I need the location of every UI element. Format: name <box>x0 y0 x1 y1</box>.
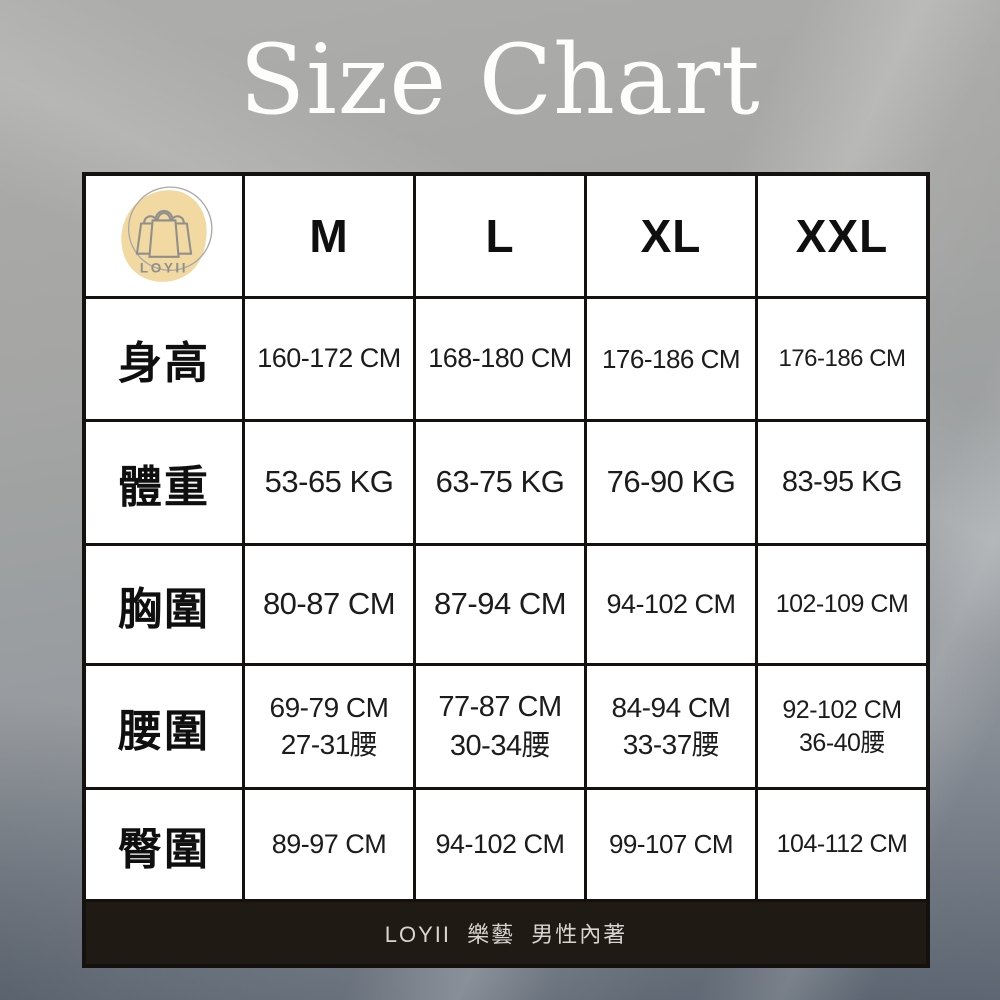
cell-waist-xxl: 92-102 CM 36-40腰 <box>758 666 926 787</box>
waist-cm-range: 69-79 CM <box>269 691 389 723</box>
cell-waist-l: 77-87 CM 30-34腰 <box>416 666 584 787</box>
cell-chest-m: 80-87 CM <box>245 546 413 663</box>
waist-cm-range: 84-94 CM <box>611 691 731 723</box>
waist-inch-range: 30-34腰 <box>449 729 551 762</box>
size-column-l: L <box>416 176 584 296</box>
size-column-xxl: XXL <box>758 176 926 296</box>
cell-height-l: 168-180 CM <box>416 299 584 419</box>
cell-weight-l: 63-75 KG <box>416 422 584 543</box>
cell-hip-xxl: 104-112 CM <box>758 790 926 899</box>
cell-height-m: 160-172 CM <box>245 299 413 419</box>
size-table: LOYII M L XL XXL 身高 160-172 CM 168-180 C… <box>82 172 930 968</box>
brand-logo: LOYII <box>121 186 213 282</box>
page-title: Size Chart <box>239 24 761 136</box>
waist-cm-range: 77-87 CM <box>438 691 562 724</box>
row-label-chest: 胸圍 <box>86 546 242 663</box>
row-label-waist: 腰圍 <box>86 666 242 787</box>
waist-inch-range: 36-40腰 <box>799 728 885 757</box>
cell-height-xxl: 176-186 CM <box>758 299 926 419</box>
cell-chest-xxl: 102-109 CM <box>758 546 926 663</box>
cell-chest-xl: 94-102 CM <box>587 546 755 663</box>
cell-height-xl: 176-186 CM <box>587 299 755 419</box>
cell-waist-m: 69-79 CM 27-31腰 <box>245 666 413 787</box>
waist-inch-range: 27-31腰 <box>280 728 378 760</box>
cell-hip-l: 94-102 CM <box>416 790 584 899</box>
brand-footer-bar: LOYII 樂藝 男性內著 <box>86 902 926 964</box>
cell-weight-xl: 76-90 KG <box>587 422 755 543</box>
cell-waist-xl: 84-94 CM 33-37腰 <box>587 666 755 787</box>
size-column-m: M <box>245 176 413 296</box>
row-label-height: 身高 <box>86 299 242 419</box>
cell-weight-xxl: 83-95 KG <box>758 422 926 543</box>
brand-footer-text: LOYII 樂藝 男性內著 <box>384 922 628 947</box>
row-label-weight: 體重 <box>86 422 242 543</box>
waist-cm-range: 92-102 CM <box>782 695 902 724</box>
shopping-bags-icon <box>135 210 193 258</box>
logo-wordmark: LOYII <box>140 260 188 275</box>
row-label-hip: 臀圍 <box>86 790 242 899</box>
waist-inch-range: 33-37腰 <box>622 728 720 760</box>
cell-weight-m: 53-65 KG <box>245 422 413 543</box>
cell-chest-l: 87-94 CM <box>416 546 584 663</box>
size-column-xl: XL <box>587 176 755 296</box>
logo-outline-circle <box>127 186 213 271</box>
brand-logo-cell: LOYII <box>86 176 242 296</box>
cell-hip-m: 89-97 CM <box>245 790 413 899</box>
cell-hip-xl: 99-107 CM <box>587 790 755 899</box>
